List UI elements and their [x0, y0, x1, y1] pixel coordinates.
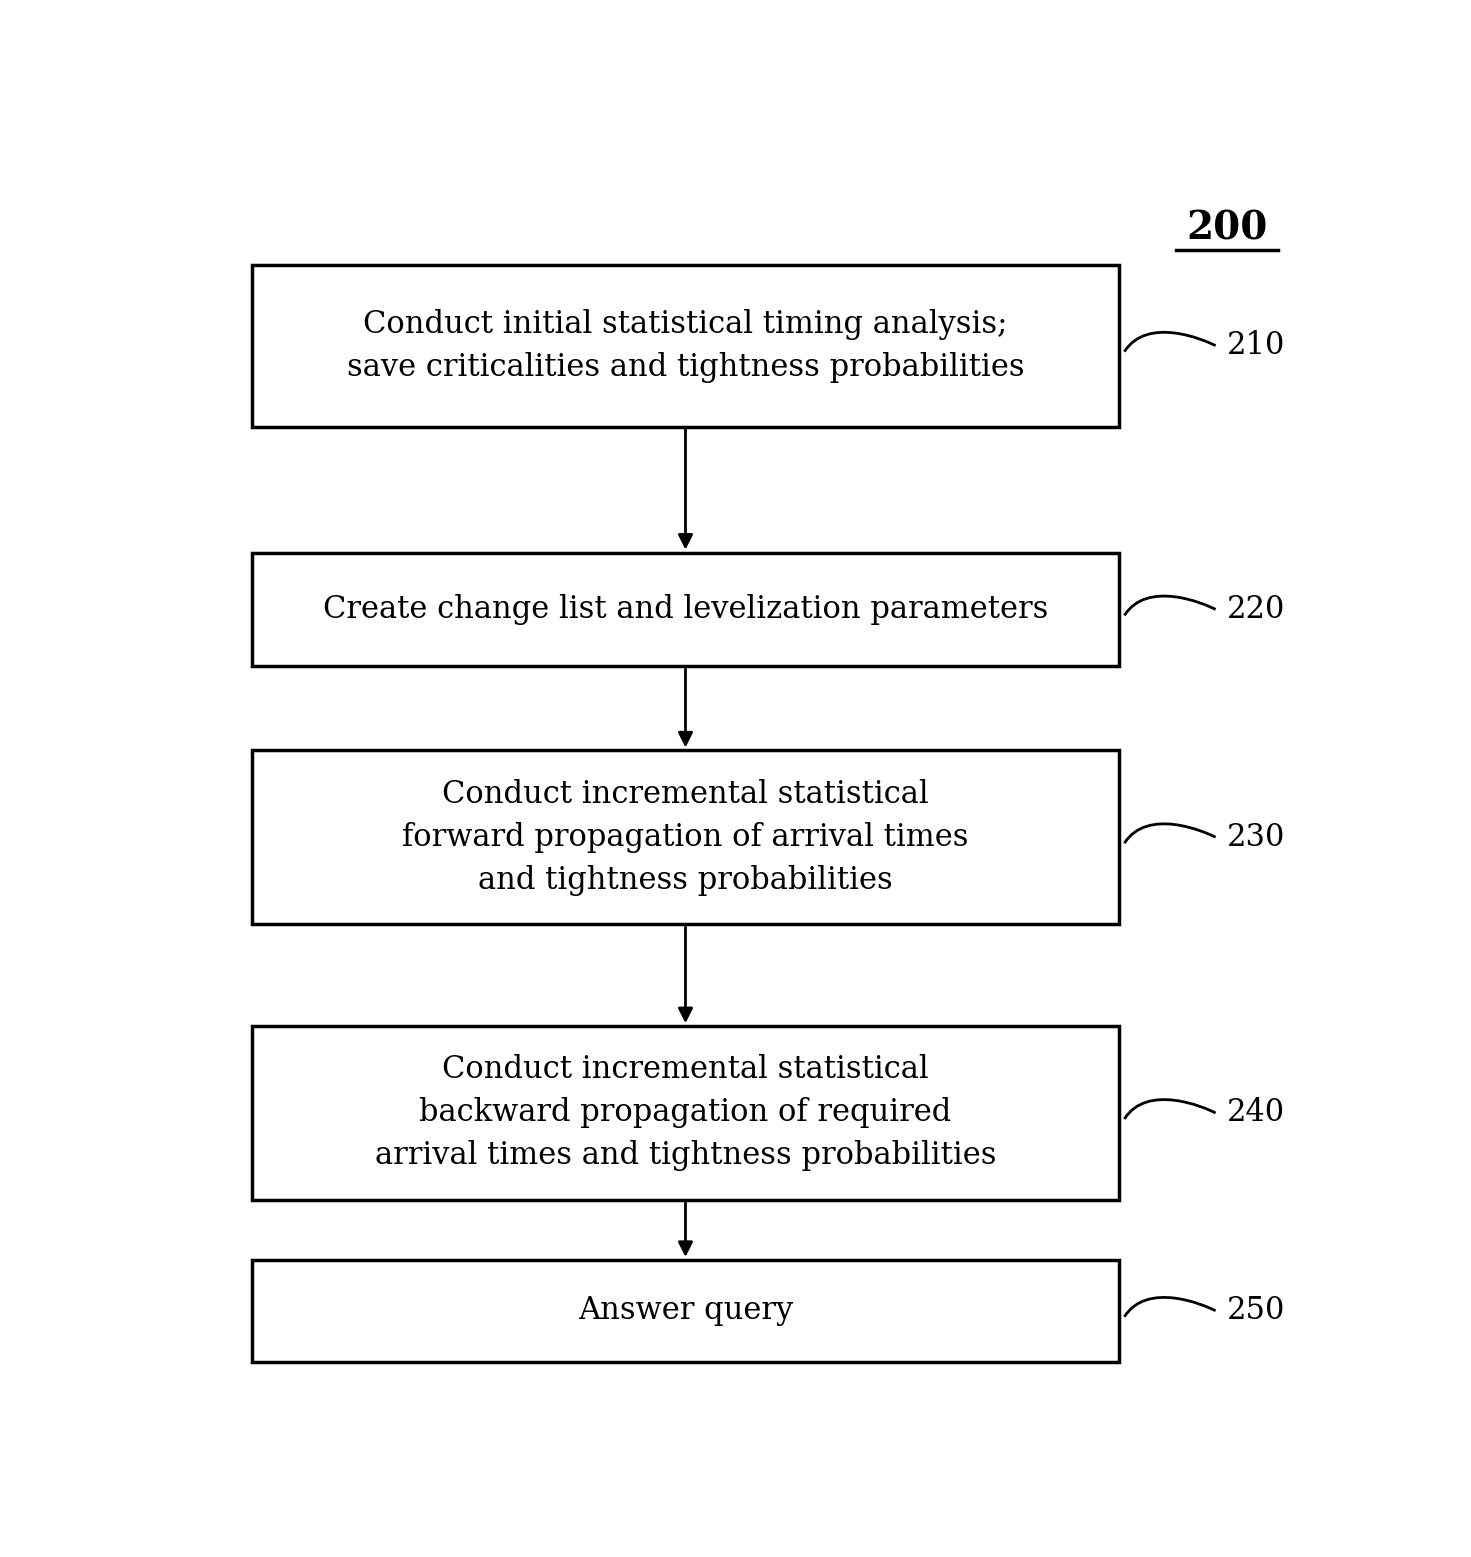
Text: 220: 220 — [1227, 593, 1286, 624]
Text: Create change list and levelization parameters: Create change list and levelization para… — [322, 593, 1049, 624]
Text: 230: 230 — [1227, 822, 1286, 853]
Text: Answer query: Answer query — [578, 1295, 793, 1327]
Bar — [253, 1260, 1118, 1362]
Text: Conduct incremental statistical
forward propagation of arrival times
and tightne: Conduct incremental statistical forward … — [402, 778, 969, 895]
Bar — [253, 553, 1118, 666]
Text: 210: 210 — [1227, 330, 1286, 361]
Text: 250: 250 — [1227, 1295, 1286, 1327]
Text: Conduct initial statistical timing analysis;
save criticalities and tightness pr: Conduct initial statistical timing analy… — [347, 308, 1024, 383]
Text: 240: 240 — [1227, 1098, 1286, 1129]
Bar — [253, 1026, 1118, 1200]
Bar — [253, 750, 1118, 925]
Bar — [253, 265, 1118, 427]
Text: Conduct incremental statistical
backward propagation of required
arrival times a: Conduct incremental statistical backward… — [375, 1054, 996, 1171]
Text: 200: 200 — [1186, 210, 1268, 248]
